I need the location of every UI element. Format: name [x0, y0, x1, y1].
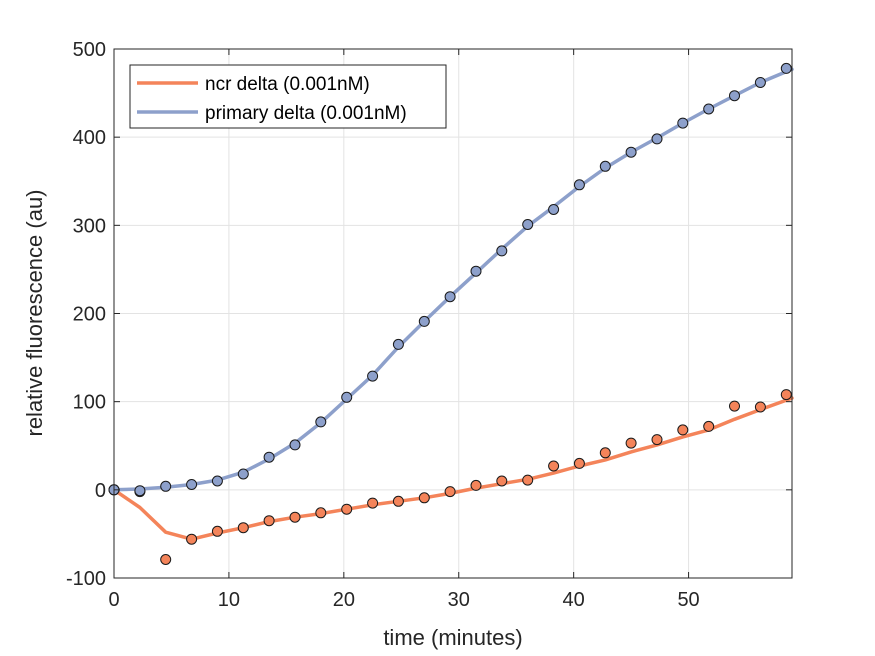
data-point-primary-delta [625, 146, 637, 158]
legend-box [129, 64, 447, 129]
data-point-ncr-delta [548, 460, 560, 472]
data-point-primary-delta [160, 480, 172, 492]
data-point-primary-delta [729, 90, 740, 102]
data-point-ncr-delta [237, 522, 249, 534]
data-point-primary-delta [186, 479, 198, 490]
data-point-ncr-delta [729, 400, 740, 412]
y-axis-label: relative fluorescence (au) [22, 189, 47, 436]
data-point-ncr-delta [289, 511, 301, 523]
data-point-ncr-delta [522, 474, 534, 486]
data-point-ncr-delta [263, 515, 275, 527]
data-point-ncr-delta [599, 447, 611, 459]
data-point-ncr-delta [754, 401, 766, 413]
y-tick-label: 400 [73, 127, 106, 149]
data-point-ncr-delta [625, 437, 637, 449]
data-point-primary-delta [392, 338, 404, 350]
x-tick-label: 50 [677, 589, 699, 611]
data-point-ncr-delta [392, 495, 404, 507]
data-point-ncr-delta [496, 475, 508, 487]
data-point-ncr-delta [444, 486, 456, 498]
data-point-primary-delta [780, 62, 792, 74]
data-point-ncr-delta [651, 434, 663, 446]
y-tick-label: 100 [73, 392, 106, 414]
y-tick-label: 500 [73, 39, 106, 61]
y-tick-label: -100 [66, 568, 106, 590]
data-point-primary-delta [522, 219, 534, 230]
data-point-ncr-delta [677, 424, 689, 436]
data-point-primary-delta [651, 133, 663, 145]
data-point-primary-delta [237, 468, 249, 480]
data-point-primary-delta [315, 416, 327, 428]
data-point-primary-delta [496, 245, 508, 257]
data-point-ncr-delta [315, 507, 327, 519]
legend-label-primary-delta: primary delta (0.001nM) [205, 103, 407, 124]
data-point-ncr-delta [367, 497, 379, 509]
x-tick-label: 20 [333, 589, 355, 611]
y-tick-label: 0 [95, 480, 106, 502]
data-point-ncr-delta [780, 389, 792, 401]
data-point-ncr-delta [186, 533, 198, 545]
x-tick-label: 10 [218, 589, 240, 611]
data-point-ncr-delta [573, 457, 585, 469]
y-tick-label: 200 [73, 304, 106, 326]
data-point-primary-delta [754, 77, 766, 88]
data-point-primary-delta [573, 179, 585, 191]
legend-label-ncr-delta: ncr delta (0.001nM) [205, 74, 370, 95]
series-layer [108, 62, 794, 565]
grid-lines [114, 49, 792, 578]
data-point-ncr-delta [341, 503, 353, 515]
data-point-ncr-delta [211, 525, 223, 537]
data-point-primary-delta [703, 103, 715, 115]
x-axis-label: time (minutes) [383, 625, 522, 650]
data-point-primary-delta [367, 370, 379, 382]
x-tick-label: 30 [448, 589, 470, 611]
data-point-ncr-delta [703, 420, 715, 432]
x-tick-label: 40 [563, 589, 585, 611]
data-point-primary-delta [341, 391, 353, 403]
y-tick-label: 300 [73, 215, 106, 237]
data-point-primary-delta [263, 451, 275, 463]
legend: ncr delta (0.001nM) primary delta (0.001… [129, 64, 447, 129]
data-point-ncr-delta [418, 492, 430, 504]
data-point-primary-delta [548, 204, 560, 215]
data-point-ncr-delta [160, 554, 172, 565]
data-point-primary-delta [211, 475, 223, 487]
data-point-primary-delta [599, 160, 611, 172]
data-point-primary-delta [289, 439, 301, 451]
data-point-ncr-delta [470, 479, 482, 491]
data-point-primary-delta [470, 265, 482, 277]
data-point-primary-delta [444, 291, 456, 303]
data-point-primary-delta [677, 117, 689, 129]
data-point-primary-delta [134, 485, 146, 497]
data-point-primary-delta [418, 315, 430, 327]
x-tick-label: 0 [108, 589, 119, 611]
